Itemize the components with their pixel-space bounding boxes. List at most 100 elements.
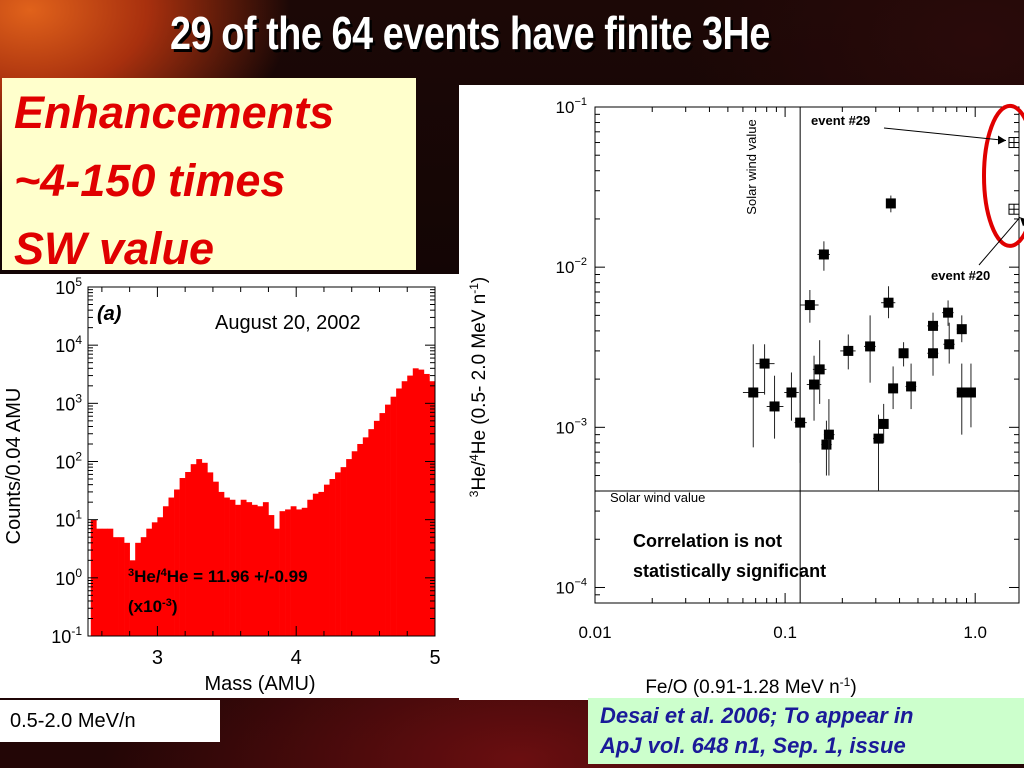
enhancement-line-2: ~4-150 times	[14, 155, 286, 206]
histogram-bar	[401, 381, 408, 636]
y-tick-exp: −4	[574, 576, 587, 588]
data-point	[804, 300, 815, 311]
y-tick-label: 100	[55, 566, 82, 589]
histogram-bar	[385, 404, 391, 636]
y-tick-base: 10	[556, 578, 575, 597]
event20-arrowhead	[1019, 217, 1024, 227]
histogram-bar	[124, 542, 130, 636]
event29-label: event #29	[811, 113, 870, 128]
histogram-bar	[340, 467, 347, 636]
y-tick-exp: 4	[75, 333, 82, 347]
histogram-bar	[312, 493, 319, 636]
scatter-ylabel: 3He/4He (0.5- 2.0 MeV n-1)	[467, 277, 490, 497]
ylabel-sup-4: 4	[467, 454, 481, 461]
y-tick-base: 10	[556, 418, 575, 437]
histogram-bar	[407, 375, 414, 636]
histogram-bar	[168, 497, 175, 636]
slide-title: 29 of the 64 events have finite 3He	[170, 7, 770, 59]
histogram-bar	[418, 369, 425, 636]
data-point	[906, 381, 917, 392]
scatter-points	[742, 103, 1024, 492]
histogram-bar	[224, 497, 230, 636]
histogram-bar	[368, 429, 375, 636]
histogram-bar	[423, 373, 430, 636]
ratio-text-line1: 3He/4He = 11.96 +/-0.99	[128, 567, 308, 586]
ratio-he-a: He/	[134, 567, 161, 586]
enhancement-line-3: SW value	[14, 223, 215, 274]
data-point	[888, 383, 899, 394]
data-point	[809, 379, 820, 390]
histogram-bars	[90, 368, 436, 636]
y-tick-base: 10	[51, 627, 71, 647]
y-tick-base: 10	[55, 278, 75, 298]
sw-label-vertical: Solar wind value	[744, 119, 759, 214]
histogram-bar	[318, 491, 325, 636]
histogram-bar	[346, 459, 353, 636]
histogram-bar	[151, 522, 158, 636]
histogram-bar	[157, 517, 164, 636]
ratio-text-line2: (x10-3)	[128, 597, 177, 616]
data-point	[843, 345, 854, 356]
histogram-bar	[390, 396, 397, 636]
ratio-x10: (x10	[128, 597, 162, 616]
x-tick-label: 0.1	[773, 623, 797, 642]
enhancement-box: Enhancements ~4-150 times SW value	[2, 78, 416, 274]
y-tick-label: 104	[55, 333, 82, 356]
event20-arrow	[978, 216, 1021, 266]
histogram-bar	[201, 462, 208, 636]
xlabel-sup: -1	[840, 675, 851, 689]
histogram-bar	[196, 459, 203, 636]
enhancement-line-1: Enhancements	[14, 87, 335, 138]
histogram-bar	[218, 491, 225, 636]
y-tick-exp: -1	[71, 624, 82, 638]
histogram-ylabel: Counts/0.04 AMU	[3, 388, 25, 545]
ylabel-he: He/	[469, 460, 490, 490]
histogram-bar	[329, 479, 336, 636]
histogram-bar	[207, 472, 214, 636]
data-point	[759, 358, 770, 369]
scatter-frame	[594, 106, 1020, 604]
ylabel-sup-3: 3	[467, 490, 481, 497]
scatter-panel: 10−1 10−2 10−3 10−4 0.01 0.1 1.0 Solar wind va…	[459, 85, 1024, 700]
ratio-exp: -3	[162, 597, 172, 609]
data-point	[769, 401, 780, 412]
ratio-sup-4: 4	[161, 567, 168, 579]
data-point	[928, 348, 939, 359]
data-point	[956, 387, 967, 398]
sw-label-horizontal: Solar wind value	[610, 490, 705, 505]
histogram-bar	[118, 537, 125, 636]
ratio-close: )	[172, 597, 178, 616]
data-point	[878, 418, 889, 429]
data-point	[944, 339, 955, 350]
histogram-bar	[162, 506, 169, 636]
y-tick-label: 10−1	[556, 96, 587, 117]
histogram-bar	[296, 509, 303, 636]
y-tick-base: 10	[55, 453, 75, 473]
y-tick-label: 105	[55, 275, 82, 298]
data-point	[795, 417, 806, 428]
histogram-bar	[235, 504, 241, 636]
histogram-bar	[412, 368, 419, 636]
histogram-bar	[251, 504, 258, 636]
histogram-bar	[185, 471, 192, 636]
scatter-xlabel: Fe/O (0.91-1.28 MeV n-1)	[645, 675, 856, 698]
ylabel-main: He (0.5- 2.0 MeV n	[469, 294, 490, 455]
histogram-bar	[357, 443, 364, 636]
annotation-line-2: statistically significant	[633, 561, 826, 581]
histogram-bar	[335, 472, 341, 636]
data-point	[823, 429, 834, 440]
histogram-bar	[290, 506, 297, 636]
histogram-bar	[279, 511, 286, 636]
reference-box: Desai et al. 2006; To appear in ApJ vol.…	[588, 698, 1024, 764]
event29-arrowhead	[997, 135, 1006, 145]
histogram-bar	[96, 528, 103, 636]
histogram-bar	[362, 437, 369, 636]
data-point	[873, 433, 884, 444]
data-point	[818, 249, 829, 260]
data-point	[883, 297, 894, 308]
y-tick-exp: 2	[75, 450, 82, 464]
histogram-xlabel: Mass (AMU)	[204, 673, 315, 695]
x-tick-label: 4	[291, 647, 302, 669]
y-tick-label: 10-1	[51, 624, 82, 647]
